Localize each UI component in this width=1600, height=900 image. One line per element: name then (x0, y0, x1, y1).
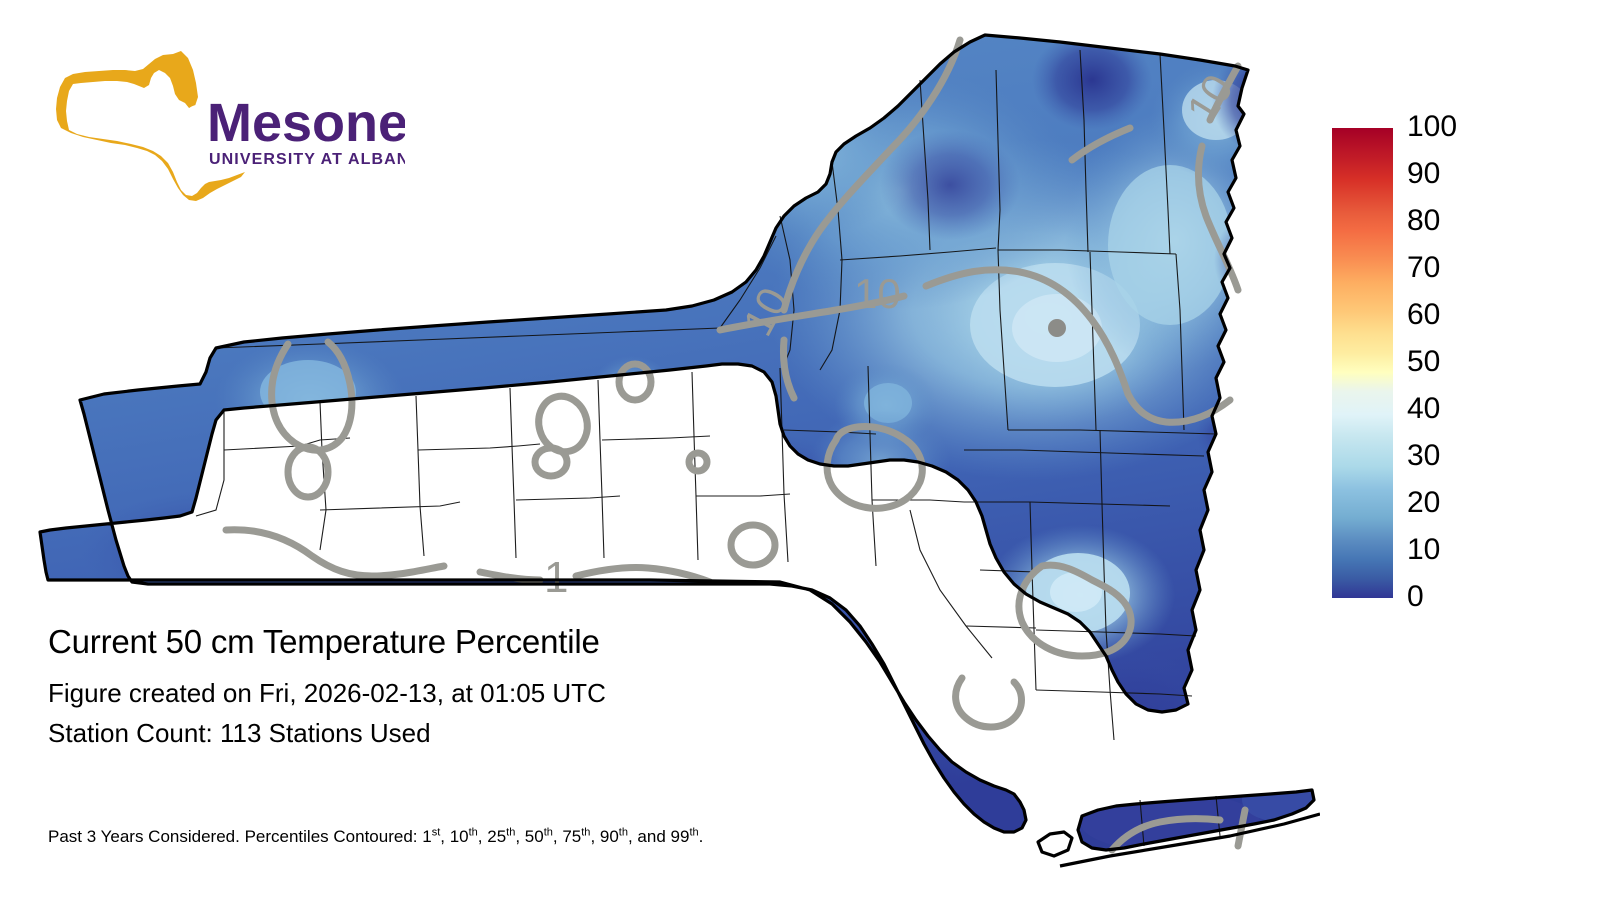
contour-10-central-b (922, 266, 1132, 398)
contour-10-north-b (780, 336, 798, 402)
colorbar-tick-60: 60 (1407, 298, 1441, 331)
nys-mesonet-logo: NYS Mesonet UNIVERSITY AT ALBANY (55, 48, 405, 203)
colorbar-tick-30: 30 (1407, 439, 1441, 472)
contour-li-east (1234, 806, 1249, 850)
contour-ring-e (685, 449, 711, 475)
contour-li-west (1108, 815, 1224, 854)
note-sep-1: , 10 (440, 827, 469, 846)
colorbar-tick-0: 0 (1407, 580, 1424, 613)
note-sep-3: , 50 (515, 827, 544, 846)
colorbar-tick-20: 20 (1407, 486, 1441, 519)
page-title: Current 50 cm Temperature Percentile (48, 623, 600, 660)
station-marker-dot (1048, 319, 1066, 337)
percentile-field-mainland (40, 35, 1248, 832)
colorbar-tick-80: 80 (1407, 204, 1441, 237)
note-ordinal-75th: th (581, 826, 591, 839)
contour-10-lakeplain (268, 338, 356, 454)
contour-ring-a (284, 443, 332, 501)
contour-ring-b (535, 392, 591, 456)
caption-block: Current 50 cm Temperature Percentile Fig… (48, 622, 1098, 756)
note-ordinal-10th: th (468, 826, 478, 839)
colorbar-tick-10: 10 (1407, 533, 1441, 566)
contour-label-10-b: 10 (854, 270, 901, 317)
note-sep-2: , 25 (477, 827, 507, 846)
state-outline (38, 33, 1320, 868)
note-ordinal-90th: th (618, 826, 628, 839)
contour-10-northeast-c (1068, 124, 1134, 164)
logo-mesonet-text: Mesonet (207, 93, 405, 153)
contour-10-northeast (1206, 62, 1242, 124)
note-ordinal-25th: th (506, 826, 516, 839)
contour-ring-hudson (1015, 561, 1135, 660)
percentile-map: 10 10 10 1 (20, 10, 1320, 890)
colorbar-gradient (1332, 128, 1393, 598)
colorbar-tick-50: 50 (1407, 345, 1441, 378)
contour-10-north (780, 36, 964, 314)
contour-ring-c (531, 444, 571, 480)
contour-ring-d (615, 360, 655, 404)
note-sep-6: , and 99 (627, 827, 690, 846)
contour-ring-mohawk (823, 423, 926, 512)
note-end: . (698, 827, 704, 846)
contour-1-southwest-c (572, 564, 714, 586)
colorbar-tick-90: 90 (1407, 157, 1441, 190)
contour-ring-f (727, 521, 779, 569)
note-prefix: Past 3 Years Considered. Percentiles Con… (48, 827, 432, 846)
note-sep-4: , 75 (552, 827, 582, 846)
note-ordinal-50th: th (543, 826, 553, 839)
logo-university-text: UNIVERSITY AT ALBANY (209, 151, 405, 168)
logo-nys-text: NYS (118, 94, 216, 152)
note-ordinal-1st: st (431, 826, 441, 839)
note-sep-5: , 90 (590, 827, 619, 846)
colorbar-tick-100: 100 (1407, 110, 1458, 143)
percentile-colorbar: 100 90 80 70 60 50 40 30 20 10 0 (1332, 112, 1572, 612)
colorbar-tick-40: 40 (1407, 392, 1441, 425)
colorbar-tick-70: 70 (1407, 251, 1441, 284)
contour-label-1: 1 (544, 553, 568, 602)
contour-ring-hudson-south (952, 674, 1025, 731)
contour-10-central (716, 292, 908, 334)
note-ordinal-99th: th (689, 826, 699, 839)
percentile-contours (222, 36, 1249, 854)
contour-1-southwest (222, 526, 448, 580)
county-boundaries (195, 49, 1221, 847)
contour-levels-note: Past 3 Years Considered. Percentiles Con… (48, 826, 703, 848)
station-count-text: Station Count: 113 Stations Used (48, 718, 431, 748)
figure-created-text: Figure created on Fri, 2026-02-13, at 01… (48, 678, 606, 708)
